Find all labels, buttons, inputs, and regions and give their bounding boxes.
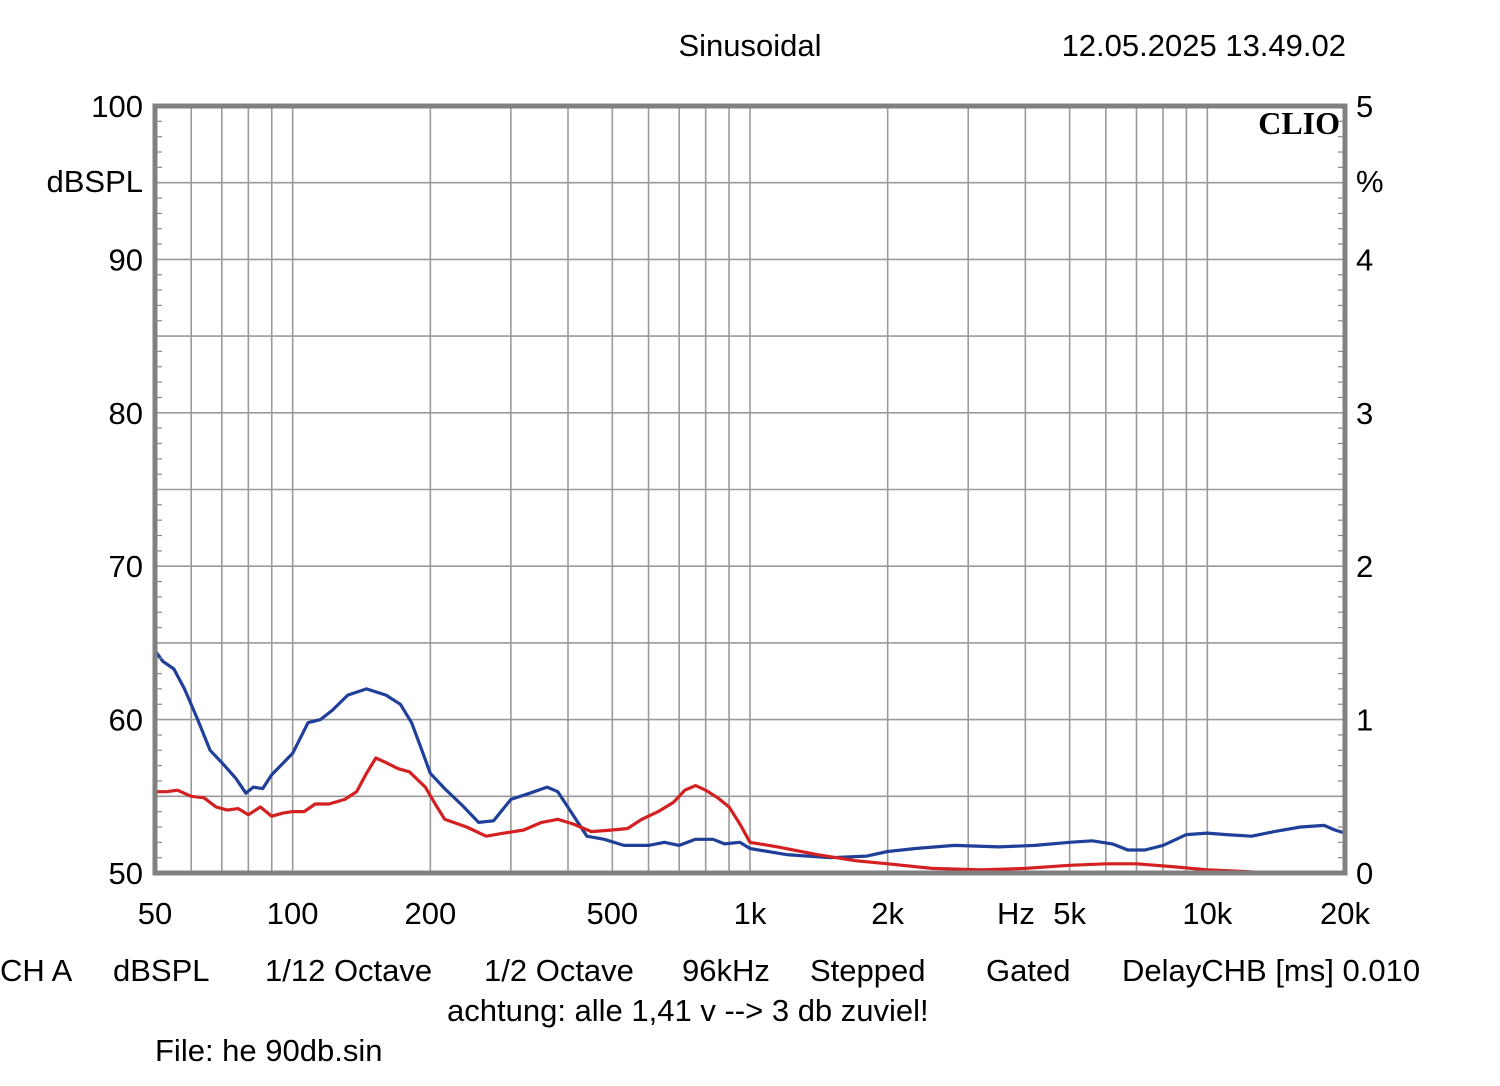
footer-delay: DelayCHB [ms] 0.010 [1122,953,1421,988]
footer-smoothing: 1/2 Octave [484,953,634,988]
axis-ticks [155,120,1345,859]
y2-tick-label: 1 [1356,703,1373,738]
plot-series [153,649,1347,875]
x-tick-label: 5k [1053,896,1086,931]
y2-tick-label: 5 [1356,89,1373,124]
y-tick-label: 50 [109,856,143,891]
x-tick-label: 2k [871,896,904,931]
x-axis-label: Hz [997,896,1035,931]
series-line-red [153,756,1276,875]
x-tick-label: 1k [734,896,767,931]
y-tick-label: 80 [109,396,143,431]
y-tick-label: 70 [109,549,143,584]
y-tick-label: 90 [109,242,143,277]
y-tick-label: 60 [109,703,143,738]
x-tick-label: 100 [267,896,319,931]
footer-ch: CH A [0,953,73,988]
footer-file: File: he 90db.sin [155,1033,383,1068]
x-tick-label: 20k [1320,896,1370,931]
x-tick-label: 10k [1182,896,1232,931]
y-tick-label: 100 [91,89,143,124]
footer-samplerate: 96kHz [682,953,770,988]
series-line-blue [153,649,1347,860]
chart-title: Sinusoidal [678,28,821,63]
y-axis-label: dBSPL [46,164,143,199]
y2-tick-label: 0 [1356,856,1373,891]
footer-mode: Stepped [810,953,926,988]
y2-tick-label: 2 [1356,549,1373,584]
clio-logo: CLIO [1258,105,1340,141]
footer-unit: dBSPL [113,953,210,988]
footer-note: achtung: alle 1,41 v --> 3 db zuviel! [447,993,929,1028]
grid [155,106,1345,873]
chart-datetime: 12.05.2025 13.49.02 [1062,28,1346,63]
plot-frame [152,103,1348,876]
footer-gated: Gated [986,953,1071,988]
y2-axis-label: % [1356,164,1384,199]
x-tick-label: 50 [138,896,172,931]
footer-resolution: 1/12 Octave [265,953,433,988]
y2-tick-label: 4 [1356,242,1373,277]
y2-tick-label: 3 [1356,396,1373,431]
x-tick-label: 200 [404,896,456,931]
x-tick-label: 500 [586,896,638,931]
